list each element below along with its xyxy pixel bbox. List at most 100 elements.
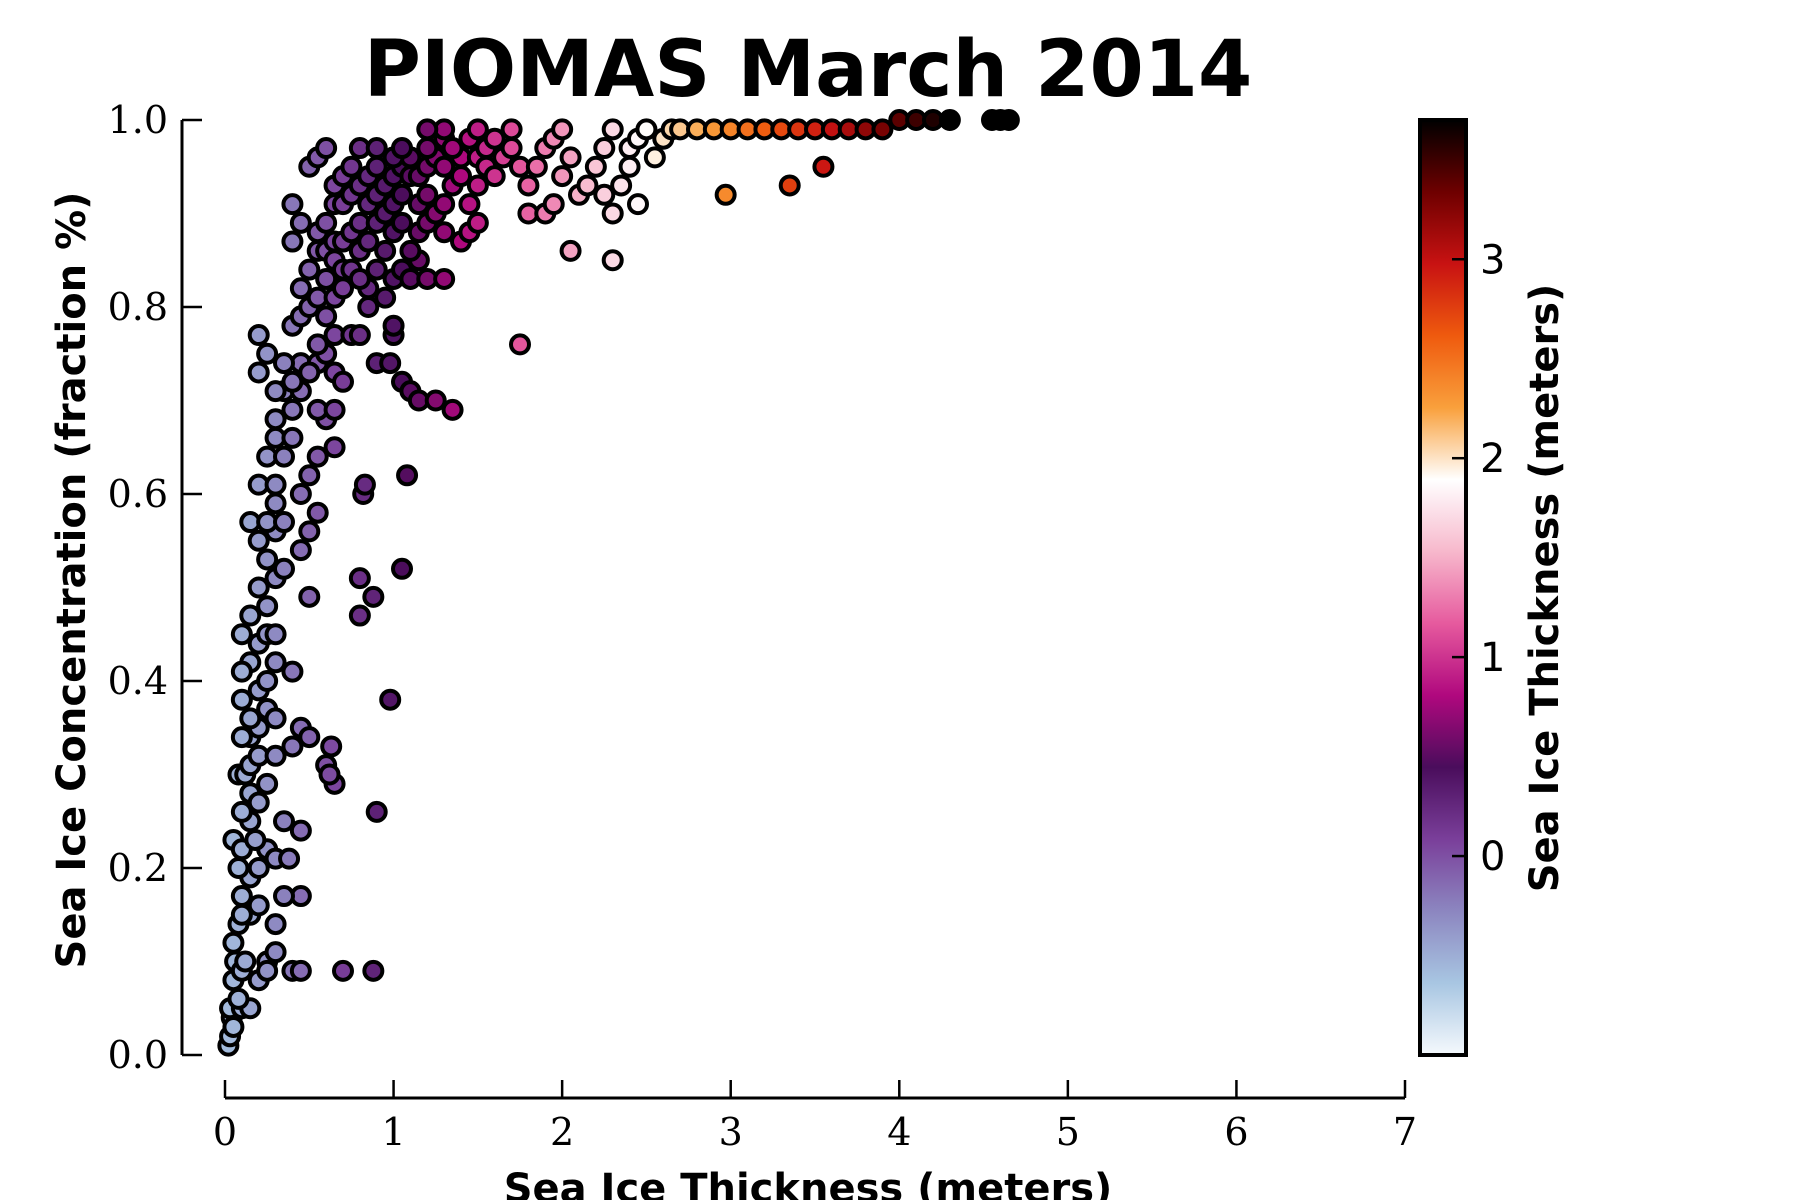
scatter-point [391, 137, 413, 160]
colorbar-tick-label: 2 [1480, 436, 1505, 482]
scatter-point [256, 959, 279, 982]
scatter-point [332, 370, 354, 393]
scatter-point [433, 155, 456, 178]
scatter-point [239, 604, 262, 627]
scatter-point [318, 763, 341, 786]
scatter-point [365, 800, 388, 823]
scatter-point [627, 193, 649, 216]
scatter-point [247, 324, 270, 347]
scatter-point [348, 567, 371, 590]
scatter-point [256, 548, 279, 571]
scatter-point [256, 342, 279, 365]
scatter-point [997, 109, 1020, 131]
scatter-point [281, 426, 304, 449]
scatter-point [517, 174, 540, 197]
scatter-point [315, 211, 338, 234]
scatter-point [264, 707, 287, 730]
scatter-point [610, 174, 633, 197]
scatter-point [441, 398, 464, 421]
scatter-point [306, 501, 329, 524]
scatter-point [938, 109, 961, 131]
scatter-point [315, 137, 338, 160]
scatter-point [362, 959, 385, 982]
scatter-point [466, 174, 489, 197]
scatter-point [230, 800, 253, 823]
scatter-point [812, 155, 835, 178]
scatter-point [264, 941, 287, 964]
scatter-point [281, 398, 304, 421]
scatter-point [289, 211, 312, 234]
scatter-point [264, 651, 287, 674]
scatter-point [278, 847, 301, 870]
scatter-point [306, 333, 329, 356]
scatter-point [273, 885, 295, 908]
scatter-point [234, 950, 257, 973]
scatter-point [281, 735, 304, 758]
scatter-point [458, 193, 481, 216]
scatter-point [559, 239, 582, 262]
scatter-point [365, 258, 388, 281]
scatter-point [542, 193, 565, 216]
y-ticks: 0.0 0.2 0.4 0.6 0.8 1.0 [108, 98, 202, 1077]
scatter-point [483, 165, 506, 188]
colorbar-tick-label: 3 [1480, 237, 1505, 283]
scatter-point [273, 445, 295, 468]
x-tick-label: 0 [213, 1110, 237, 1154]
y-axis-label: Sea Ice Concentration (fraction %) [49, 192, 95, 969]
scatter-point [391, 183, 413, 206]
scatter-point [289, 819, 312, 842]
scatter-point [466, 118, 489, 141]
scatter-point [222, 1015, 245, 1038]
scatter-point [264, 913, 287, 936]
scatter-points [217, 109, 1020, 1057]
scatter-point [281, 230, 304, 253]
x-tick-label: 7 [1393, 1110, 1417, 1154]
scatter-point [247, 576, 270, 599]
scatter-point [483, 127, 506, 150]
scatter-point [441, 137, 464, 160]
scatter-point [230, 623, 253, 646]
chart-title: PIOMAS March 2014 [364, 25, 1253, 115]
scatter-point [348, 324, 371, 347]
x-axis-label: Sea Ice Thickness (meters) [504, 1166, 1113, 1200]
x-tick-label: 5 [1056, 1110, 1080, 1154]
scatter-point [332, 959, 354, 982]
y-tick-label: 0.8 [108, 285, 168, 329]
scatter-point [247, 361, 270, 384]
scatter-point [450, 165, 472, 188]
scatter-point [714, 183, 737, 206]
scatter-point [416, 118, 439, 141]
x-tick-label: 3 [719, 1110, 743, 1154]
scatter-point [281, 370, 304, 393]
scatter-point [379, 352, 402, 375]
scatter-point [348, 604, 371, 627]
scatter-point [576, 174, 599, 197]
scatter-point [273, 557, 295, 580]
scatter-point [256, 772, 279, 795]
scatter-point [264, 744, 287, 767]
colorbar-tick-label: 0 [1480, 834, 1505, 880]
scatter-point [433, 193, 456, 216]
scatter-point [289, 483, 312, 505]
scatter-point [559, 146, 582, 169]
scatter-point [264, 492, 287, 515]
scatter-point [323, 436, 346, 459]
scatter-point [264, 473, 287, 496]
scatter-point [298, 726, 321, 749]
colorbar-tick-label: 1 [1480, 635, 1505, 681]
scatter-point [247, 529, 270, 552]
scatter-point [256, 670, 279, 692]
scatter-point [525, 155, 548, 178]
scatter-point [500, 118, 523, 141]
scatter-point [289, 959, 312, 982]
scatter-point [227, 987, 250, 1010]
x-tick-label: 2 [550, 1110, 574, 1154]
scatter-point [264, 623, 287, 646]
scatter-point [551, 118, 574, 141]
scatter-point [230, 688, 253, 711]
scatter-point [323, 398, 346, 421]
scatter-point [643, 146, 666, 169]
scatter-point [298, 520, 321, 543]
y-tick-label: 0.0 [108, 1033, 168, 1077]
